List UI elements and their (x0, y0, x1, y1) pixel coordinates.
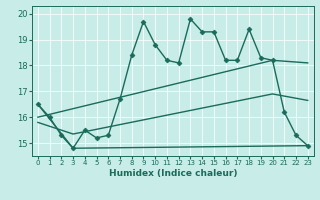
X-axis label: Humidex (Indice chaleur): Humidex (Indice chaleur) (108, 169, 237, 178)
